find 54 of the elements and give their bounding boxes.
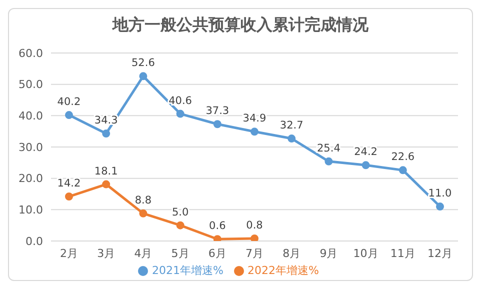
- point: [102, 180, 110, 188]
- x-tick-label: 3月: [97, 246, 116, 260]
- data-label: 37.3: [206, 105, 230, 118]
- data-label: 5.0: [172, 206, 189, 218]
- point: [213, 235, 222, 241]
- point: [250, 128, 258, 136]
- point: [213, 120, 222, 128]
- y-tick-label: 40.0: [18, 110, 43, 123]
- x-tick-label: 7月: [246, 246, 264, 260]
- x-tick-label: 8月: [282, 246, 301, 260]
- point: [139, 209, 148, 218]
- y-tick-label: 20.0: [18, 172, 43, 186]
- x-tick-label: 6月: [208, 246, 226, 260]
- point: [176, 221, 184, 230]
- point: [436, 202, 444, 211]
- point: [65, 192, 73, 201]
- y-tick-label: 60.0: [18, 46, 43, 60]
- x-tick-label: 11月: [390, 246, 416, 260]
- x-tick-label: 2月: [60, 246, 78, 260]
- x-tick-label: 5月: [171, 246, 190, 260]
- data-label: 0.8: [246, 219, 263, 232]
- data-label: 32.7: [280, 120, 304, 132]
- point: [362, 161, 370, 170]
- data-label: 14.2: [57, 178, 81, 190]
- data-label: 0.6: [209, 220, 226, 232]
- point: [250, 234, 258, 241]
- y-tick-label: 0.0: [26, 234, 43, 248]
- x-tick-label: 9月: [320, 246, 338, 260]
- data-label: 34.9: [242, 112, 266, 125]
- point: [176, 110, 184, 118]
- data-label: 18.1: [94, 165, 118, 178]
- point: [398, 166, 407, 174]
- point: [139, 72, 148, 80]
- data-label: 52.6: [132, 57, 156, 70]
- data-label: 11.0: [428, 188, 452, 200]
- point: [102, 130, 110, 138]
- legend-label: 2022年增速%: [248, 264, 319, 277]
- data-label: 24.2: [354, 146, 378, 158]
- x-tick-label: 10月: [353, 246, 378, 260]
- x-tick-label: 12月: [428, 246, 452, 260]
- x-tick-label: 4月: [134, 246, 152, 260]
- data-label: 40.2: [57, 96, 81, 108]
- point: [324, 157, 333, 166]
- point: [288, 134, 296, 143]
- legend-label: 2021年增速%: [152, 264, 224, 277]
- y-tick-label: 30.0: [18, 140, 43, 154]
- data-label: 8.8: [134, 194, 152, 206]
- y-tick-label: 50.0: [18, 78, 43, 92]
- chart-title: 地方一般公共预算收入累计完成情况: [111, 15, 370, 36]
- point: [65, 111, 73, 120]
- y-tick-label: 10.0: [18, 204, 43, 217]
- data-label: 40.6: [168, 94, 192, 107]
- data-label: 25.4: [317, 142, 341, 154]
- data-label: 22.6: [391, 151, 415, 164]
